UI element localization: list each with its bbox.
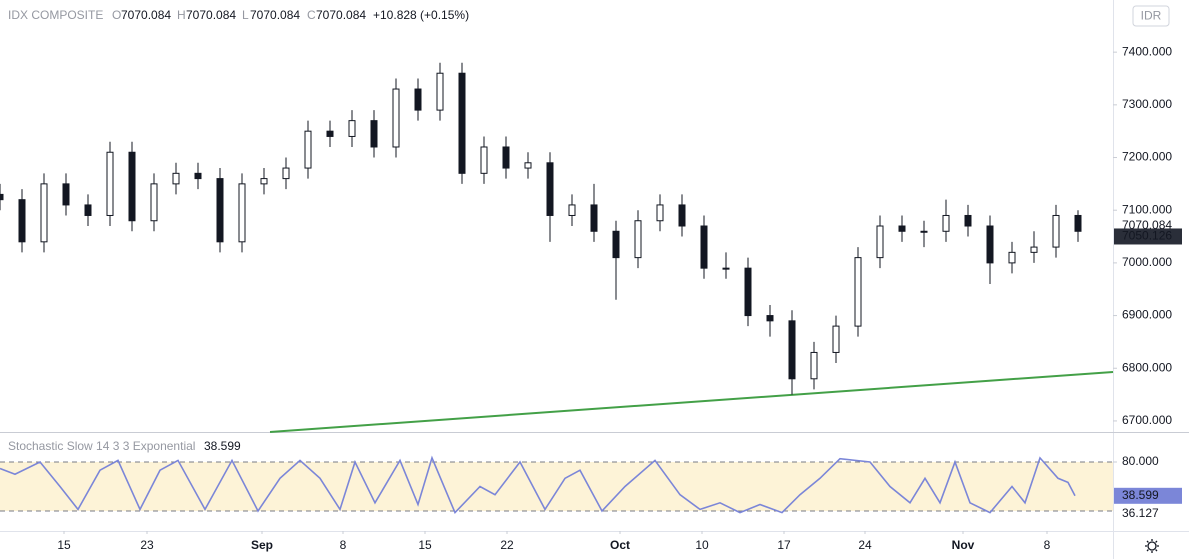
x-tick-label: 15 (57, 538, 71, 552)
y-tick-label: 7300.000 (1122, 97, 1172, 111)
candle-body (414, 88, 422, 111)
candle-body (612, 230, 620, 259)
candle-body (238, 183, 246, 243)
price-marker-label: 7050.126 (1122, 229, 1172, 243)
x-tick-label: 23 (140, 538, 154, 552)
candle-body (920, 230, 928, 233)
candle-body (766, 315, 774, 322)
x-tick-label: 15 (418, 538, 432, 552)
candle-body (942, 214, 950, 232)
candle-body (678, 204, 686, 227)
currency-label[interactable]: IDR (1141, 9, 1162, 23)
trendline (269, 370, 1114, 433)
candle-body (656, 204, 664, 222)
ohlc-value: 7070.084 (121, 8, 171, 22)
settings-icon[interactable] (1145, 539, 1159, 553)
legend-header: IDX COMPOSITE O 7070.084 H 7070.084 L 70… (8, 8, 469, 22)
candle-body (150, 183, 158, 222)
candle-body (788, 320, 796, 380)
candle-body (106, 151, 114, 216)
indicator-value: 38.599 (204, 439, 241, 453)
candle-body (392, 88, 400, 148)
x-tick-label: 24 (858, 538, 872, 552)
indicator-title: Stochastic Slow 14 3 3 Exponential (8, 439, 195, 453)
candle-body (304, 130, 312, 169)
candle-body (700, 225, 708, 269)
candle-body (722, 267, 730, 270)
y-tick-label: 7100.000 (1122, 202, 1172, 216)
x-tick-label: 8 (1044, 538, 1051, 552)
candle-body (524, 162, 532, 169)
candle-body (282, 167, 290, 180)
band-fill (0, 461, 1113, 511)
ohlc-value: 7070.084 (186, 8, 236, 22)
y-tick-label: 7000.000 (1122, 255, 1172, 269)
candle-body (370, 120, 378, 148)
candle-body (1030, 246, 1038, 253)
ohlc-key: H (177, 8, 186, 22)
ohlc-value: 7070.084 (250, 8, 300, 22)
candle-body (194, 172, 202, 180)
candle-body (590, 204, 598, 232)
y-tick-label: 80.000 (1122, 454, 1159, 468)
candle-body (172, 172, 180, 185)
x-tick-label: 10 (695, 538, 709, 552)
x-tick-label: Nov (952, 538, 975, 552)
price-marker-box (1114, 228, 1182, 245)
ohlc-key: C (307, 8, 316, 22)
y-tick-label: 6900.000 (1122, 308, 1172, 322)
ohlc-value: 7070.084 (316, 8, 366, 22)
candle-body (480, 146, 488, 174)
candle-body (62, 183, 70, 206)
change: +10.828 (+0.15%) (373, 8, 469, 22)
gear[interactable] (1147, 541, 1157, 551)
candle-body (128, 151, 136, 222)
candle-body (854, 257, 862, 327)
y-tick-label: 6700.000 (1122, 413, 1172, 427)
candle-body (546, 162, 554, 216)
candle-body (84, 204, 92, 216)
candle-body (0, 193, 4, 201)
x-tick-label: Oct (610, 538, 630, 552)
candle-body (326, 130, 334, 137)
candle-body (502, 146, 510, 169)
x-tick-label: Sep (251, 538, 273, 552)
ohlc-key: O (112, 8, 121, 22)
candle-body (964, 214, 972, 227)
y-tick-label: 6800.000 (1122, 360, 1172, 374)
second-value-label: 36.127 (1122, 506, 1159, 520)
y-tick-label: 7400.000 (1122, 44, 1172, 58)
symbol[interactable]: IDX COMPOSITE (8, 8, 103, 22)
value-marker-box (1114, 487, 1182, 504)
stochastic-line (0, 455, 1076, 515)
candle-body (216, 178, 224, 243)
candle-body (1008, 251, 1016, 264)
candle-body (898, 225, 906, 232)
currency-button[interactable] (1132, 5, 1170, 27)
candle-body (744, 267, 752, 317)
x-tick-label: 22 (500, 538, 514, 552)
candle-body (348, 120, 356, 137)
candle-body (810, 351, 818, 380)
y-tick-label: 7200.000 (1122, 150, 1172, 164)
candle-body (986, 225, 994, 264)
x-tick-label: 17 (777, 538, 791, 552)
candle-body (40, 183, 48, 243)
candle-body (436, 72, 444, 111)
candle-body (260, 178, 268, 185)
candle-body (1074, 214, 1082, 232)
value-marker-label: 38.599 (1122, 488, 1159, 502)
candle-body (832, 325, 840, 353)
candle-body (1052, 214, 1060, 248)
x-tick-label: 8 (340, 538, 347, 552)
gear-teeth[interactable] (1145, 539, 1159, 553)
candle-body (458, 72, 466, 174)
ohlc-key: L (242, 8, 249, 22)
candle-body (18, 199, 26, 243)
candle-body (568, 204, 576, 216)
candle-body (634, 220, 642, 259)
candle-body (876, 225, 884, 259)
